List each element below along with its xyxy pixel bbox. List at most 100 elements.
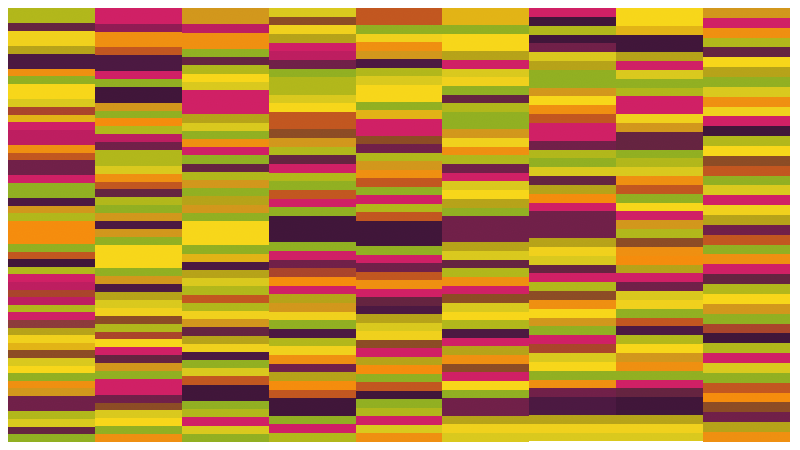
mosaic-cell — [181, 425, 269, 434]
mosaic-cell — [268, 34, 356, 43]
mosaic-cell — [442, 146, 530, 156]
mosaic-cell — [616, 78, 704, 88]
mosaic-cell — [442, 34, 530, 52]
mosaic-cell — [442, 25, 530, 35]
mosaic-cell — [94, 402, 182, 411]
mosaic-cell — [181, 155, 269, 164]
mosaic-cell — [8, 106, 95, 115]
mosaic-cell — [268, 181, 356, 191]
mosaic-cell — [442, 259, 530, 269]
mosaic-cell — [94, 378, 182, 395]
mosaic-cell — [181, 376, 269, 385]
mosaic-cell — [355, 356, 443, 366]
mosaic-cell — [616, 317, 704, 327]
mosaic-cell — [703, 185, 790, 196]
mosaic-cell — [616, 176, 704, 185]
mosaic-cell — [529, 344, 617, 353]
mosaic-cell — [268, 259, 356, 269]
mosaic-cell — [268, 268, 356, 277]
mosaic-cell — [181, 65, 269, 74]
mosaic-cell — [94, 189, 182, 198]
mosaic-cell — [355, 433, 443, 442]
mosaic-cell — [268, 164, 356, 173]
color-mosaic-grid — [8, 8, 790, 442]
mosaic-cell — [268, 60, 356, 69]
mosaic-cell — [703, 57, 790, 68]
mosaic-cell — [355, 59, 443, 68]
mosaic-cell — [703, 165, 790, 176]
mosaic-cell — [529, 184, 617, 194]
mosaic-cell — [442, 346, 530, 355]
mosaic-cell — [703, 205, 790, 216]
mosaic-cell — [268, 190, 356, 199]
mosaic-cell — [181, 417, 269, 426]
mosaic-cell — [703, 195, 790, 206]
mosaic-cell — [8, 30, 95, 47]
mosaic-cell — [529, 291, 617, 300]
mosaic-cell — [181, 360, 269, 369]
mosaic-cell — [8, 114, 95, 123]
mosaic-cell — [94, 315, 182, 324]
mosaic-cell — [616, 123, 704, 132]
mosaic-cell — [8, 304, 95, 313]
mosaic-cell — [616, 344, 704, 353]
mosaic-cell — [703, 47, 790, 58]
mosaic-cell — [442, 415, 530, 425]
mosaic-cell — [529, 273, 617, 283]
mosaic-cell — [529, 105, 617, 115]
mosaic-cell — [442, 354, 530, 364]
mosaic-cell — [529, 114, 617, 123]
mosaic-cell — [8, 297, 95, 305]
mosaic-cell — [703, 17, 790, 28]
mosaic-cell — [181, 73, 269, 82]
mosaic-cell — [94, 221, 182, 229]
mosaic-cell — [355, 67, 443, 77]
mosaic-cell — [529, 282, 617, 292]
mosaic-cell — [268, 285, 356, 295]
mosaic-cell — [703, 274, 790, 285]
mosaic-cell — [703, 96, 790, 107]
mosaic-cell — [181, 130, 269, 139]
mosaic-cell — [442, 433, 530, 442]
mosaic-cell — [181, 220, 269, 246]
mosaic-cell — [529, 167, 617, 177]
mosaic-cell — [181, 171, 269, 180]
mosaic-cell — [268, 380, 356, 390]
mosaic-cell — [181, 32, 269, 49]
mosaic-cell — [181, 319, 269, 328]
mosaic-cell — [355, 25, 443, 34]
mosaic-cell — [703, 27, 790, 38]
mosaic-cell — [94, 355, 182, 364]
mosaic-cell — [268, 103, 356, 113]
mosaic-cell — [355, 212, 443, 221]
mosaic-cell — [268, 216, 356, 243]
mosaic-cell — [442, 181, 530, 191]
mosaic-cell — [355, 331, 443, 340]
mosaic-cell — [268, 25, 356, 35]
mosaic-cell — [355, 118, 443, 136]
mosaic-cell — [8, 411, 95, 419]
mosaic-cell — [703, 175, 790, 186]
mosaic-cell — [442, 155, 530, 165]
mosaic-cell — [181, 343, 269, 352]
mosaic-cell — [268, 112, 356, 130]
mosaic-cell — [703, 146, 790, 156]
mosaic-column — [181, 8, 269, 442]
mosaic-cell — [529, 370, 617, 380]
mosaic-column — [703, 8, 790, 442]
mosaic-cell — [703, 431, 790, 442]
mosaic-cell — [268, 276, 356, 286]
mosaic-cell — [94, 284, 182, 293]
mosaic-cell — [8, 68, 95, 77]
mosaic-cell — [529, 255, 617, 265]
mosaic-cell — [268, 328, 356, 338]
mosaic-cell — [442, 103, 530, 113]
mosaic-cell — [8, 266, 95, 275]
mosaic-cell — [355, 84, 443, 102]
mosaic-cell — [268, 354, 356, 364]
mosaic-cell — [355, 348, 443, 357]
mosaic-cell — [529, 149, 617, 159]
mosaic-cell — [616, 229, 704, 238]
mosaic-cell — [8, 335, 95, 343]
mosaic-cell — [529, 43, 617, 53]
